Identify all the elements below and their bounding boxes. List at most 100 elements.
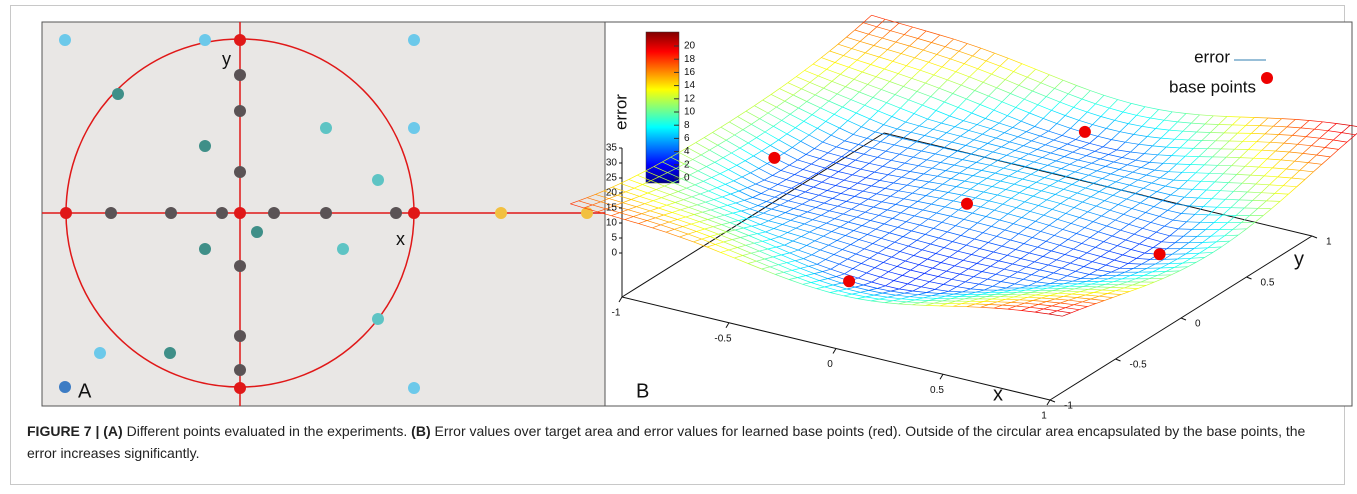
mesh-line: [795, 258, 804, 262]
mesh-line: [896, 168, 911, 172]
mesh-line: [911, 230, 926, 235]
mesh-line: [671, 209, 681, 213]
mesh-line: [903, 78, 912, 87]
mesh-line: [912, 187, 921, 194]
mesh-line: [929, 144, 944, 149]
mesh-line: [1053, 272, 1068, 277]
mesh-line: [905, 255, 914, 262]
mesh-line: [1063, 184, 1073, 190]
mesh-line: [944, 93, 954, 103]
mesh-line: [850, 99, 865, 106]
mesh-line: [962, 159, 977, 163]
mesh-line: [935, 253, 950, 258]
mesh-line: [827, 152, 842, 157]
mesh-line: [1044, 290, 1053, 294]
mesh-line: [921, 144, 931, 152]
mesh-line: [749, 205, 759, 210]
mesh-line: [999, 58, 1009, 67]
mesh-line: [868, 198, 882, 203]
mesh-line: [741, 210, 756, 218]
mesh-line: [705, 201, 720, 208]
mesh-line: [622, 199, 632, 204]
mesh-line: [998, 255, 1008, 262]
mesh-line: [1005, 189, 1020, 194]
mesh-line: [913, 156, 927, 161]
mesh-line: [836, 86, 846, 95]
mesh-line: [912, 150, 922, 158]
mesh-line: [909, 296, 924, 299]
mesh-line: [1038, 301, 1047, 305]
mesh-line: [803, 114, 813, 122]
mesh-line: [704, 132, 713, 138]
mesh-line: [888, 266, 898, 272]
mesh-line: [923, 297, 938, 299]
mesh-line: [794, 260, 809, 267]
mesh-line: [1063, 188, 1078, 194]
mesh-line: [1116, 149, 1131, 153]
mesh-line: [1023, 140, 1032, 147]
mesh-line: [1048, 130, 1063, 136]
mesh-line: [1002, 302, 1011, 306]
mesh-line: [923, 49, 937, 55]
mesh-line: [1291, 170, 1301, 179]
mesh-line: [868, 290, 883, 294]
mesh-line: [825, 254, 835, 260]
mesh-line: [782, 219, 791, 225]
mesh-line: [792, 147, 807, 155]
mesh-line: [1075, 266, 1085, 272]
mesh-line: [1214, 181, 1229, 183]
mesh-line: [1143, 187, 1158, 192]
mesh-line: [915, 273, 925, 279]
mesh-line: [1130, 144, 1140, 153]
mesh-line: [825, 121, 840, 129]
mesh-line: [732, 237, 741, 240]
mesh-line: [872, 89, 882, 98]
mesh-line: [857, 177, 867, 184]
mesh-line: [652, 227, 667, 233]
mesh-line: [826, 222, 841, 228]
mesh-line: [693, 214, 708, 220]
mesh-line: [1121, 189, 1136, 195]
mesh-line: [982, 226, 992, 233]
mesh-line: [1197, 189, 1207, 199]
mesh-line: [1029, 112, 1044, 119]
mesh-line: [928, 54, 938, 63]
z-tick-label: 0: [611, 248, 617, 259]
mesh-line: [1267, 158, 1281, 161]
mesh-line: [687, 231, 697, 235]
mesh-line: [980, 304, 989, 308]
mesh-line: [776, 212, 786, 218]
mesh-line: [1261, 149, 1276, 152]
mesh-line: [1168, 163, 1178, 172]
mesh-line: [975, 303, 989, 305]
mesh-line: [949, 115, 964, 122]
mesh-line: [893, 176, 902, 184]
mesh-line: [887, 296, 902, 300]
mesh-line: [881, 30, 891, 39]
mesh-line: [1104, 200, 1119, 205]
mesh-line: [1010, 239, 1024, 244]
mesh-line: [1051, 101, 1061, 111]
mesh-line: [814, 148, 829, 154]
mesh-line: [880, 141, 895, 146]
mesh-line: [993, 245, 1003, 253]
mesh-line: [875, 228, 890, 234]
mesh-line: [653, 161, 663, 167]
mesh-line: [1100, 158, 1114, 163]
mesh-line: [1035, 294, 1050, 296]
mesh-line: [1077, 159, 1092, 164]
mesh-line: [892, 53, 902, 62]
mesh-line: [990, 128, 1005, 134]
mesh-line: [686, 187, 701, 195]
mesh-line: [1128, 123, 1142, 127]
mesh-line: [1090, 90, 1105, 96]
mesh-line: [786, 262, 801, 269]
mesh-line: [1129, 179, 1139, 186]
mesh-line: [999, 65, 1014, 72]
base-point: [961, 197, 973, 210]
mesh-line: [936, 212, 951, 217]
mesh-line: [1081, 147, 1095, 152]
mesh-line: [709, 233, 719, 237]
mesh-line: [811, 158, 820, 165]
mesh-line: [1209, 172, 1224, 175]
